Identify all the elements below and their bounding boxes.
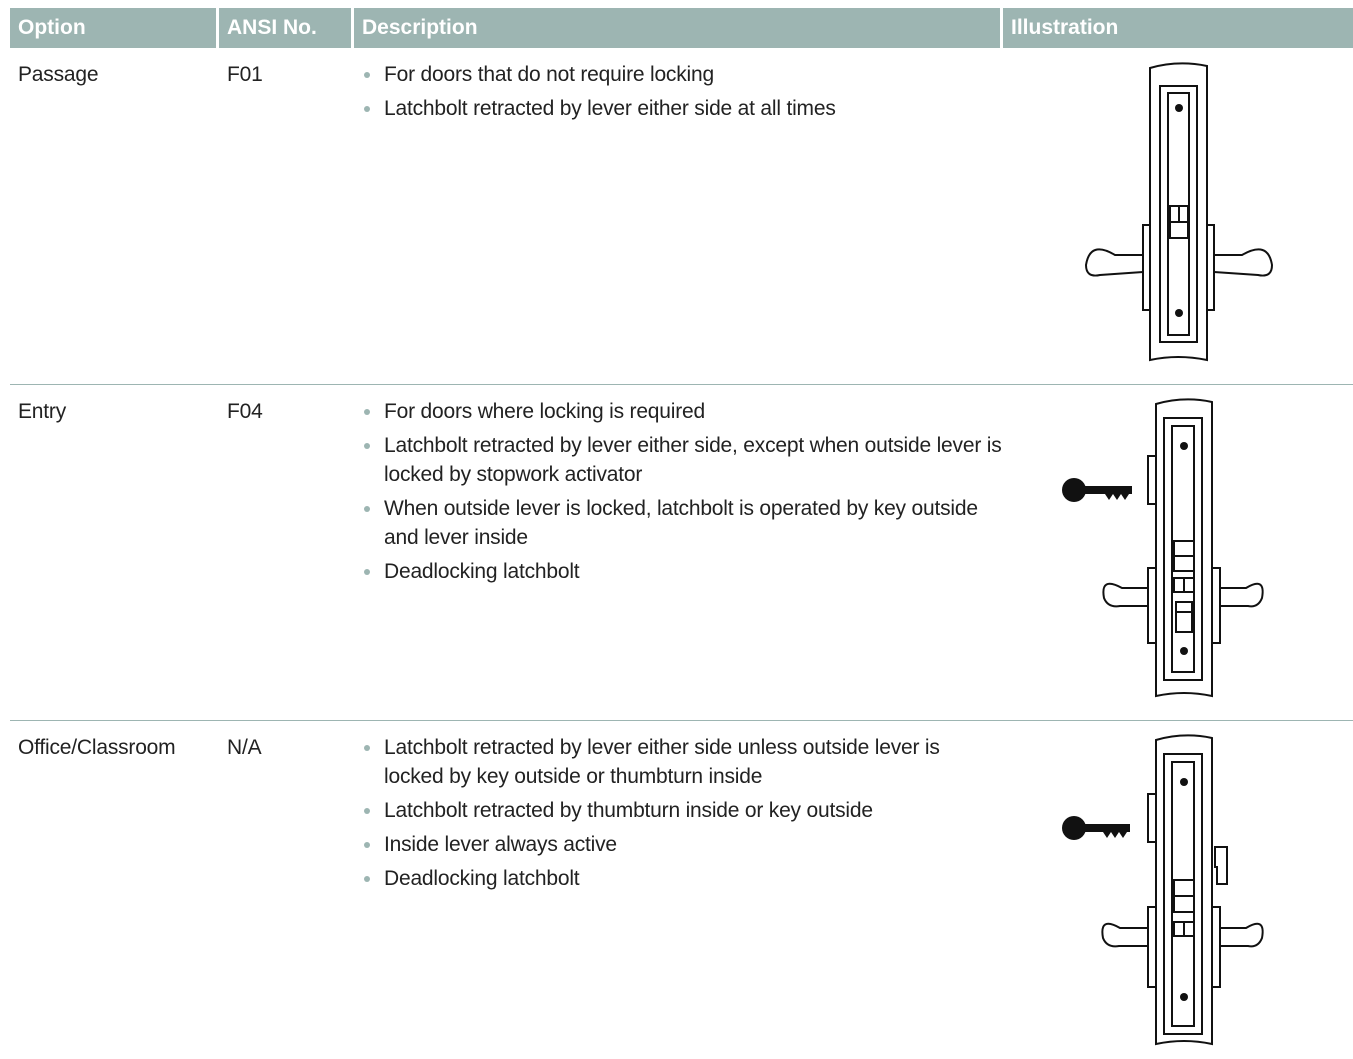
table-row: Entry F04 For doors where locking is requi… [10, 384, 1353, 721]
description-item: Deadlocking latchbolt [362, 864, 1002, 893]
description-list: For doors that do not require locking Lat… [362, 60, 1002, 128]
description-item: Latchbolt retracted by lever either side… [362, 733, 1002, 791]
option-cell: Passage [18, 63, 99, 86]
description-item: Latchbolt retracted by thumbturn inside … [362, 796, 1002, 825]
column-header: ANSI No. [219, 8, 351, 48]
ansi-cell: F04 [227, 400, 263, 423]
description-item: For doors where locking is required [362, 397, 1002, 426]
description-item: When outside lever is locked, latchbolt … [362, 494, 1002, 552]
option-cell: Office/Classroom [18, 736, 176, 759]
table-row: Passage F01 For doors that do not require … [10, 48, 1353, 384]
description-item: Latchbolt retracted by lever either side… [362, 94, 1002, 123]
office-illustration [1062, 734, 1264, 1046]
passage-illustration [1084, 62, 1274, 362]
table-row: Office/Classroom N/A Latchbolt retracted b… [10, 720, 1353, 1057]
description-list: For doors where locking is required Latch… [362, 397, 1002, 591]
column-header: Illustration [1003, 8, 1353, 48]
description-item: Latchbolt retracted by lever either side… [362, 431, 1002, 489]
description-item: For doors that do not require locking [362, 60, 1002, 89]
column-header: Description [354, 8, 1000, 48]
description-list: Latchbolt retracted by lever either side… [362, 733, 1002, 898]
description-item: Deadlocking latchbolt [362, 557, 1002, 586]
column-header: Option [10, 8, 216, 48]
description-item: Inside lever always active [362, 830, 1002, 859]
entry-illustration [1062, 398, 1264, 698]
option-cell: Entry [18, 400, 67, 423]
ansi-cell: F01 [227, 63, 263, 86]
ansi-cell: N/A [227, 736, 262, 759]
